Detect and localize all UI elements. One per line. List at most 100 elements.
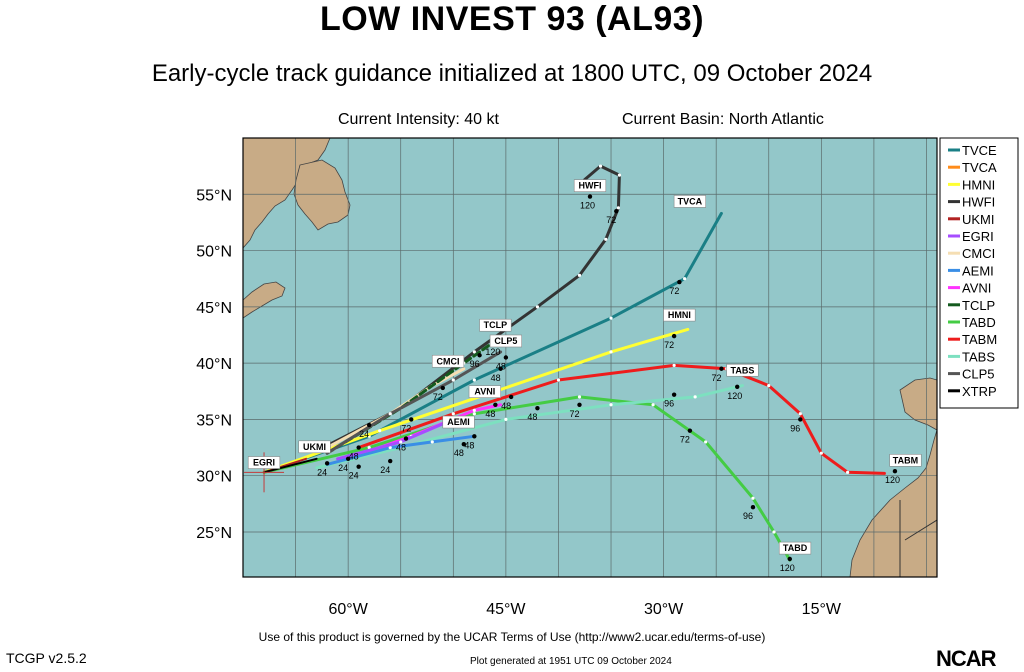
forecast-tracks: [262, 164, 886, 562]
legend-label: HMNI: [962, 177, 995, 192]
legend-label: CLP5: [962, 367, 995, 382]
forecast-point: [587, 194, 593, 199]
forecast-hour-label: 120: [485, 347, 500, 357]
lat-tick-label: 40°N: [196, 356, 232, 373]
forecast-point: [535, 405, 540, 411]
forecast-hour-label: 24: [359, 429, 369, 439]
forecast-point: [461, 441, 467, 447]
track-label-text: TCLP: [484, 320, 508, 330]
track-label-text: TABD: [783, 543, 808, 553]
forecast-hour-label: 24: [338, 463, 348, 473]
forecast-point: [366, 422, 372, 428]
track-label-box: [479, 318, 512, 332]
track-label-box: [468, 385, 501, 398]
track-label-box: [431, 354, 465, 368]
landmass-nova-scotia: [243, 281, 286, 319]
lat-tick-label: 30°N: [196, 469, 232, 486]
forecast-point: [787, 556, 792, 562]
track-point: [451, 378, 455, 382]
forecast-hour-label: 48: [349, 452, 359, 462]
track-point: [693, 395, 697, 399]
ncar-logo: NCAR: [936, 646, 997, 671]
forecast-hour-label: 72: [606, 215, 616, 225]
forecast-point: [493, 402, 498, 407]
landmass-iberia: [899, 377, 937, 431]
forecast-hour-label: 72: [401, 423, 411, 433]
landmass-newfoundland: [293, 159, 351, 231]
track-point: [388, 445, 392, 450]
track-label-box: [663, 308, 696, 322]
land-masses: [243, 138, 937, 577]
track-point: [556, 378, 561, 382]
page-subtitle: Early-cycle track guidance initialized a…: [151, 60, 873, 87]
track-label-box: [489, 334, 522, 348]
lon-tick-label: 45°W: [486, 601, 526, 618]
country-borders: [899, 500, 937, 577]
map-grid: [243, 138, 937, 577]
track-label-text: TABM: [893, 455, 918, 465]
legend-label: AVNI: [962, 281, 991, 296]
forecast-point: [798, 417, 803, 422]
track-label-text: EGRI: [253, 458, 275, 468]
forecast-hour-label: 48: [491, 373, 501, 383]
track-label-box: [442, 415, 475, 429]
lat-tick-label: 50°N: [196, 244, 232, 261]
track-point: [472, 408, 476, 413]
track-point: [399, 440, 403, 444]
track-label-box: [247, 456, 281, 469]
track-point: [577, 273, 582, 277]
model-legend: TVCE TVCA HMNI HWFI UKMI EGRI CMCI AEMI AVNI TCLP…: [939, 137, 1019, 409]
track-end-labels: TVCA HMNI HWFI TABM TABD TABS CMCI TCLP CLP5 AVNI…: [247, 179, 922, 555]
lon-tick-label: 60°W: [329, 601, 369, 618]
forecast-point: [388, 458, 393, 464]
map-frame: [242, 137, 938, 578]
track-point: [472, 378, 476, 382]
landmass-north-america: [243, 138, 331, 249]
track-point: [472, 350, 476, 354]
page-title: LOW INVEST 93 (AL93): [319, 0, 705, 38]
forecast-point: [472, 434, 477, 439]
track-point: [672, 363, 676, 367]
axis-tick-labels: 60°W 45°W 30°W 15°W 25°N 30°N 35°N 40°N 45°N 50°N…: [196, 187, 842, 618]
forecast-hour-label: 72: [680, 435, 690, 445]
track-label-text: TABS: [731, 365, 755, 375]
forecast-point: [498, 366, 503, 371]
forecast-point: [671, 333, 677, 339]
track-point: [651, 403, 655, 407]
forecast-point: [892, 468, 898, 474]
track-point: [598, 164, 603, 168]
lon-tick-label: 15°W: [802, 601, 842, 618]
forecast-hour-label: 24: [380, 465, 390, 475]
track-label-text: HWFI: [579, 181, 602, 191]
legend-label: TABS: [962, 349, 995, 364]
track-point: [472, 412, 476, 416]
forecast-hour-label: 48: [454, 448, 464, 458]
forecast-hour-label: 48: [501, 401, 511, 411]
forecast-point: [356, 445, 361, 450]
legend-label: UKMI: [962, 212, 995, 227]
forecast-hour-label: 72: [569, 409, 579, 419]
track-point: [819, 451, 823, 455]
version-label: TCGP v2.5.2: [6, 650, 87, 666]
forecast-point: [671, 392, 677, 397]
forecast-hour-label: 96: [470, 359, 480, 369]
track-label-box: [889, 454, 922, 467]
track-point: [609, 350, 613, 354]
forecast-point: [750, 505, 756, 510]
forecast-hour-label: 96: [664, 399, 674, 409]
track-label-text: CMCI: [437, 356, 460, 366]
lon-tick-label: 30°W: [644, 601, 684, 618]
track-point: [798, 412, 802, 416]
forecast-hour-label: 48: [464, 440, 474, 450]
track-label-text: UKMI: [303, 442, 326, 452]
forecast-hour-label: 120: [885, 475, 900, 485]
track-label-box: [573, 179, 607, 192]
track-label-text: TVCA: [678, 196, 703, 206]
track-label-text: AEMI: [447, 417, 470, 427]
forecast-hour-label: 72: [664, 340, 674, 350]
forecast-point: [403, 436, 409, 441]
track-point: [367, 445, 371, 450]
forecast-hour-label: 96: [790, 423, 800, 433]
